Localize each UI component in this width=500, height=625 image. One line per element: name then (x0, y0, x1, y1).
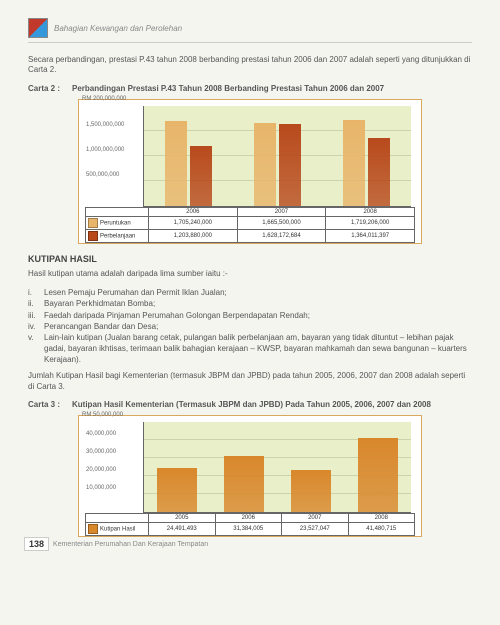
list-item: ii.Bayaran Perkhidmatan Bomba; (28, 298, 472, 309)
chart2-ylabel: RM 200,000,000 (82, 96, 126, 102)
footer-text: Kementerian Perumahan Dan Kerajaan Tempa… (53, 541, 208, 548)
logo-icon (28, 18, 48, 38)
chart2-data-table: 200620072008Peruntukan1,705,240,0001,665… (85, 207, 415, 243)
kutipan-summary: Jumlah Kutipan Hasil bagi Kementerian (t… (28, 371, 472, 392)
chart3-title: Carta 3 : Kutipan Hasil Kementerian (Ter… (28, 400, 472, 409)
chart2-title: Carta 2 : Perbandingan Prestasi P.43 Tah… (28, 84, 472, 93)
chart3-ylabel: RM 50,000,000 (82, 412, 123, 418)
kutipan-list: i.Lesen Pemaju Perumahan dan Permit Ikla… (28, 287, 472, 365)
bar-Perbelanjaan-2008 (368, 138, 390, 206)
intro-paragraph: Secara perbandingan, prestasi P.43 tahun… (28, 55, 472, 76)
page-number: 138 (24, 537, 49, 551)
chart2-title-text: Perbandingan Prestasi P.43 Tahun 2008 Be… (72, 84, 472, 93)
bar-Kutipan Hasil-2008 (358, 438, 398, 513)
bar-Perbelanjaan-2006 (190, 146, 212, 206)
chart3-area: RM 50,000,000 10,000,00020,000,00030,000… (143, 422, 411, 513)
chart2-area: RM 200,000,000 500,000,0001,000,000,0001… (143, 106, 411, 207)
bar-Peruntukan-2008 (343, 120, 365, 206)
list-item: iii.Faedah daripada Pinjaman Perumahan G… (28, 310, 472, 321)
page-footer: 138 Kementerian Perumahan Dan Kerajaan T… (24, 537, 208, 551)
header-section: Bahagian Kewangan dan Perolehan (54, 24, 182, 33)
chart3-label: Carta 3 : (28, 400, 72, 409)
list-item: iv.Perancangan Bandar dan Desa; (28, 321, 472, 332)
bar-Kutipan Hasil-2006 (224, 456, 264, 512)
bar-Peruntukan-2007 (254, 123, 276, 206)
list-item: v.Lain-lain kutipan (Jualan barang cetak… (28, 332, 472, 366)
kutipan-heading: KUTIPAN HASIL (28, 254, 472, 264)
bar-Peruntukan-2006 (165, 121, 187, 206)
bar-Kutipan Hasil-2007 (291, 470, 331, 512)
chart2-label: Carta 2 : (28, 84, 72, 93)
chart3-data-table: 2005200620072008Kutipan Hasil24,491,4933… (85, 513, 415, 536)
chart3-title-text: Kutipan Hasil Kementerian (Termasuk JBPM… (72, 400, 472, 409)
list-item: i.Lesen Pemaju Perumahan dan Permit Ikla… (28, 287, 472, 298)
page-header: Bahagian Kewangan dan Perolehan (28, 18, 472, 43)
bar-Kutipan Hasil-2005 (157, 468, 197, 512)
bar-Perbelanjaan-2007 (279, 124, 301, 205)
chart2-box: RM 200,000,000 500,000,0001,000,000,0001… (78, 99, 422, 244)
chart3-box: RM 50,000,000 10,000,00020,000,00030,000… (78, 415, 422, 537)
kutipan-lead: Hasil kutipan utama adalah daripada lima… (28, 269, 472, 279)
